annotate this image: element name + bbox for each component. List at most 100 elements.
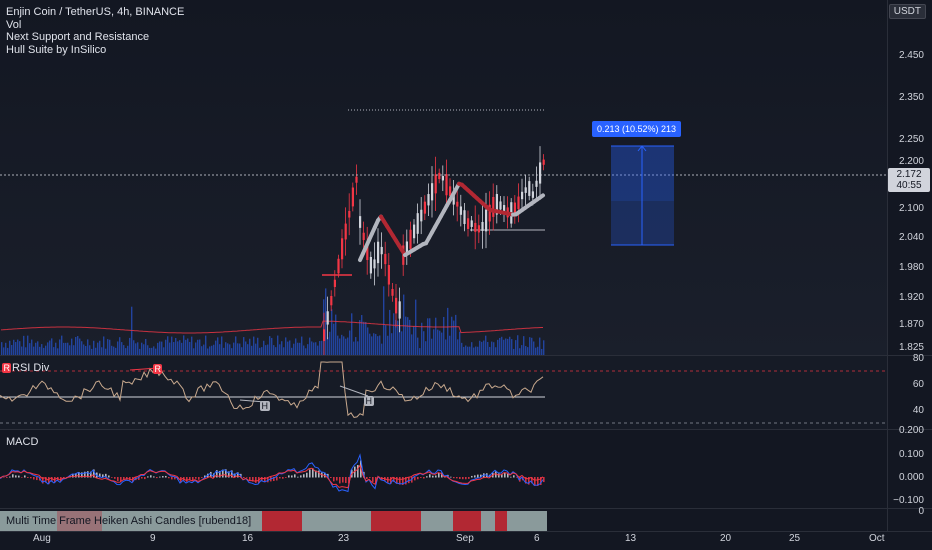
pane-separator[interactable] bbox=[0, 508, 932, 509]
chart-legend: Enjin Coin / TetherUS, 4h, BINANCE Vol N… bbox=[6, 6, 184, 56]
candle-body bbox=[384, 253, 387, 265]
volume-bar bbox=[111, 345, 113, 355]
pane-separator[interactable] bbox=[0, 429, 932, 430]
price-tick: 1.870 bbox=[898, 319, 924, 330]
candle-body bbox=[441, 176, 444, 181]
macd-histogram-bar bbox=[93, 469, 95, 478]
macd-histogram-bar bbox=[456, 477, 458, 479]
rsi-axis[interactable]: 80 60 40 bbox=[887, 353, 932, 429]
mtf-title[interactable]: Multi Time Frame Heiken Ashi Candles [ru… bbox=[6, 515, 252, 527]
macd-pane[interactable]: MACD bbox=[0, 430, 887, 508]
volume-bar bbox=[471, 342, 473, 355]
macd-histogram-bar bbox=[453, 477, 455, 479]
macd-histogram-bar bbox=[111, 477, 113, 478]
volume-bar bbox=[47, 342, 49, 355]
rsi-title[interactable]: RSI Div bbox=[12, 362, 50, 374]
macd-histogram-bar bbox=[105, 473, 107, 478]
price-tick: 2.100 bbox=[898, 203, 924, 214]
candle-body bbox=[445, 174, 448, 196]
rsi-canvas[interactable]: R R H H bbox=[0, 356, 887, 429]
macd-histogram-bar bbox=[153, 476, 155, 478]
rsi-marker-bg bbox=[364, 396, 374, 406]
volume-bar bbox=[11, 345, 13, 355]
volume-bar bbox=[327, 337, 329, 355]
macd-title[interactable]: MACD bbox=[6, 436, 39, 448]
price-tick: 1.920 bbox=[898, 292, 924, 303]
macd-histogram-bar bbox=[342, 477, 344, 483]
volume-bar bbox=[383, 286, 385, 355]
macd-histogram-bar bbox=[414, 477, 416, 481]
volume-bar bbox=[113, 346, 115, 355]
volume-bar bbox=[43, 347, 45, 355]
rsi-marker: R bbox=[155, 364, 162, 374]
indicator-support-resistance-label[interactable]: Next Support and Resistance bbox=[6, 31, 150, 43]
volume-bar bbox=[337, 335, 339, 355]
volume-ma-line bbox=[0, 320, 543, 334]
volume-bar bbox=[123, 345, 125, 355]
pane-separator[interactable] bbox=[0, 355, 932, 356]
volume-bar bbox=[259, 347, 261, 355]
volume-bar bbox=[209, 346, 211, 355]
volume-bar bbox=[515, 340, 517, 355]
volume-bar bbox=[365, 322, 367, 355]
price-axis[interactable]: USDT 2.450 2.350 2.250 2.200 2.100 2.040… bbox=[887, 0, 932, 355]
macd-canvas[interactable] bbox=[0, 430, 887, 508]
candle-body bbox=[431, 183, 434, 201]
time-axis[interactable]: Aug 9 16 23 Sep 6 13 20 25 Oct bbox=[0, 531, 887, 550]
volume-bar bbox=[319, 341, 321, 355]
volume-bar bbox=[493, 342, 495, 355]
volume-bar bbox=[37, 341, 39, 355]
macd-histogram-bar bbox=[222, 469, 224, 478]
macd-histogram-bar bbox=[174, 477, 176, 480]
rsi-marker-bg bbox=[153, 364, 162, 374]
price-chart-canvas[interactable] bbox=[0, 0, 887, 355]
mtf-axis: 0 bbox=[887, 506, 932, 531]
volume-bar bbox=[411, 334, 413, 355]
macd-histogram-bar bbox=[231, 470, 233, 478]
time-tick: 20 bbox=[720, 533, 732, 544]
candle-body bbox=[495, 194, 498, 215]
price-chart-pane[interactable]: 0.213 (10.52%) 213 Enjin Coin / TetherUS… bbox=[0, 0, 887, 355]
volume-bar bbox=[363, 321, 365, 355]
volume-bar bbox=[129, 337, 131, 355]
indicator-hull-suite-label[interactable]: Hull Suite by InSilico bbox=[6, 43, 107, 56]
candle-body bbox=[344, 223, 347, 240]
macd-histogram-bar bbox=[369, 477, 371, 478]
macd-histogram-bar bbox=[24, 475, 26, 478]
macd-histogram-bar bbox=[300, 475, 302, 478]
indicator-vol-label[interactable]: Vol bbox=[6, 18, 22, 31]
volume-bar bbox=[185, 339, 187, 355]
candle-body bbox=[405, 241, 408, 254]
symbol-title[interactable]: Enjin Coin / TetherUS, 4h, BINANCE bbox=[6, 6, 185, 18]
macd-histogram-bar bbox=[513, 475, 515, 478]
candle-body bbox=[492, 197, 495, 217]
macd-histogram-bar bbox=[108, 475, 110, 478]
measure-label: 0.213 (10.52%) 213 bbox=[592, 121, 682, 137]
macd-histogram-bar bbox=[228, 471, 230, 478]
macd-histogram-bar bbox=[498, 473, 500, 478]
time-tick: 23 bbox=[338, 533, 350, 544]
volume-bar bbox=[253, 336, 255, 355]
volume-bar bbox=[203, 344, 205, 355]
volume-bar bbox=[507, 338, 509, 355]
macd-histogram-bar bbox=[267, 477, 269, 483]
volume-bar bbox=[457, 339, 459, 355]
macd-histogram-bar bbox=[402, 477, 404, 485]
volume-bar bbox=[233, 342, 235, 355]
volume-bar bbox=[261, 347, 263, 355]
volume-bar bbox=[79, 338, 81, 355]
candle-body bbox=[499, 201, 502, 210]
macd-histogram-bar bbox=[471, 475, 473, 478]
mtf-heiken-ashi-pane[interactable]: Multi Time Frame Heiken Ashi Candles [ru… bbox=[0, 509, 887, 531]
rsi-divergence-pane[interactable]: R R H H RSI Div bbox=[0, 356, 887, 429]
volume-bar bbox=[155, 348, 157, 355]
currency-badge[interactable]: USDT bbox=[888, 4, 926, 19]
volume-bar bbox=[429, 318, 431, 355]
measure-tool[interactable] bbox=[611, 145, 674, 246]
volume-bar bbox=[219, 344, 221, 355]
candle-body bbox=[380, 246, 383, 255]
volume-bar bbox=[159, 341, 161, 355]
volume-bar bbox=[403, 294, 405, 355]
macd-axis[interactable]: 0.200 0.100 0.000 −0.100 bbox=[887, 425, 932, 508]
hull-segment bbox=[538, 193, 545, 200]
